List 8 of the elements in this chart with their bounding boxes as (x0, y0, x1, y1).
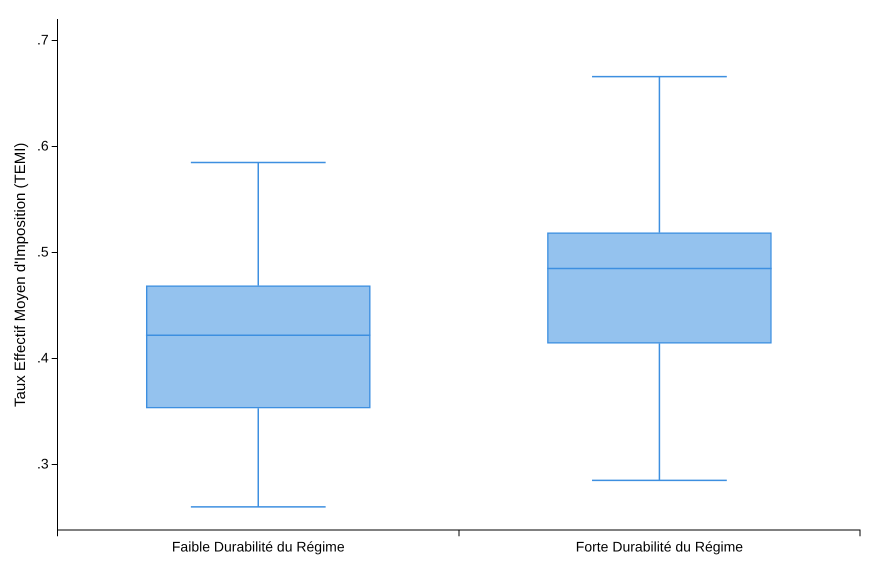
y-tick-label: .7 (36, 31, 49, 48)
x-tick-label: Forte Durabilité du Régime (576, 538, 744, 554)
y-tick-label: .6 (36, 137, 49, 154)
x-tick-label: Faible Durabilité du Régime (172, 538, 345, 554)
y-tick-label: .3 (36, 455, 49, 472)
y-axis-title: Taux Effectif Moyen d'Imposition (TEMI) (12, 142, 30, 407)
y-tick-label: .4 (36, 349, 49, 366)
y-tick-label: .5 (36, 243, 49, 260)
